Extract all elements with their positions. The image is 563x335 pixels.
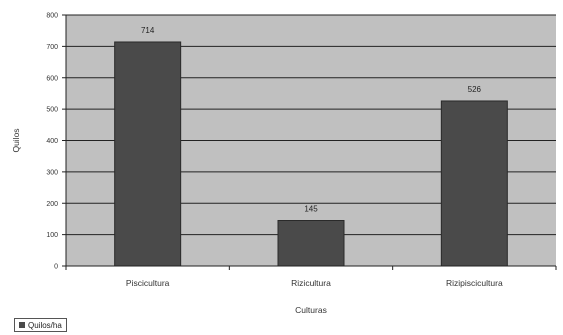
y-tick-label: 500	[46, 107, 58, 114]
bar-piscicultura	[114, 41, 182, 267]
y-tick-label: 100	[46, 232, 58, 239]
y-axis-title: Quilos	[11, 128, 21, 152]
y-tick-label: 200	[46, 201, 58, 208]
legend-label: Quilos/ha	[28, 320, 62, 330]
bars	[114, 41, 508, 267]
y-tick-label: 700	[46, 44, 58, 51]
x-tick-labels: Piscicultura Rizicultura Rizipiscicultura	[65, 266, 557, 288]
x-axis-title: Culturas	[295, 305, 327, 315]
y-tick-label: 300	[46, 169, 58, 176]
data-label: 145	[304, 205, 318, 214]
bar-rizicultura	[277, 220, 345, 267]
x-tick-label: Rizicultura	[291, 278, 331, 288]
x-tick-label: Piscicultura	[126, 278, 170, 288]
y-tick-label: 600	[46, 75, 58, 82]
y-tick-label: 0	[54, 264, 58, 271]
bar-rizipiscicultura	[440, 100, 508, 267]
y-tick-label: 400	[46, 138, 58, 145]
y-tick-labels: 0 100 200 300 400 500 600 700 800	[46, 13, 66, 271]
legend: Quilos/ha	[14, 318, 67, 332]
data-label: 714	[141, 26, 155, 35]
legend-swatch	[19, 322, 25, 328]
data-labels: 714 145 526	[141, 26, 482, 214]
x-tick-label: Rizipiscicultura	[446, 278, 503, 288]
y-tick-label: 800	[46, 13, 58, 20]
data-label: 526	[468, 85, 482, 94]
